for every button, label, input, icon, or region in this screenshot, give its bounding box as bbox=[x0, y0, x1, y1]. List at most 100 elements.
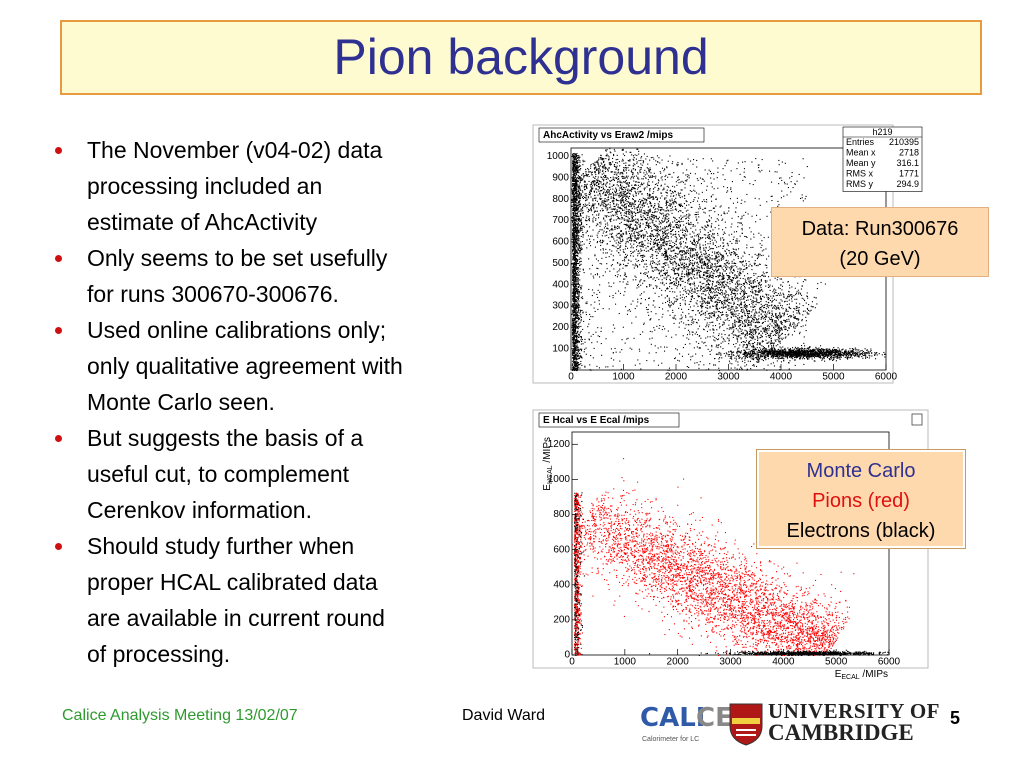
texture-dot bbox=[795, 318, 797, 320]
texture-dot bbox=[573, 264, 575, 266]
texture-dot bbox=[777, 305, 779, 307]
texture-dot bbox=[575, 279, 577, 281]
texture-dot bbox=[739, 292, 741, 294]
texture-dot bbox=[743, 298, 745, 300]
texture-dot bbox=[605, 205, 607, 207]
texture-dot bbox=[572, 288, 574, 290]
texture-dot bbox=[575, 167, 577, 169]
bullet-line: Used online calibrations only; bbox=[87, 317, 387, 343]
texture-dot bbox=[692, 200, 694, 202]
texture-dot bbox=[776, 306, 778, 308]
texture-dot bbox=[736, 275, 738, 277]
texture-dot bbox=[693, 240, 695, 242]
texture-dot bbox=[668, 210, 670, 212]
texture-dot bbox=[697, 200, 699, 202]
texture-dot bbox=[575, 240, 577, 242]
texture-dot bbox=[578, 196, 580, 198]
texture-dot bbox=[576, 356, 578, 358]
texture-dot bbox=[759, 344, 761, 346]
texture-dot bbox=[572, 250, 574, 252]
texture-dot bbox=[771, 347, 773, 349]
texture-dot bbox=[706, 269, 708, 271]
texture-dot bbox=[577, 295, 579, 297]
texture-dot bbox=[790, 316, 792, 318]
texture-dot bbox=[654, 215, 656, 217]
texture-dot bbox=[590, 208, 592, 210]
texture-dot bbox=[713, 291, 715, 293]
texture-dot bbox=[688, 223, 690, 225]
texture-dot bbox=[797, 319, 799, 321]
texture-dot bbox=[596, 169, 598, 171]
texture-dot bbox=[778, 341, 780, 343]
texture-dot bbox=[576, 223, 578, 225]
texture-dot bbox=[677, 298, 679, 300]
texture-dot bbox=[731, 281, 733, 283]
texture-dot bbox=[778, 331, 780, 333]
texture-dot bbox=[625, 243, 627, 245]
texture-dot bbox=[580, 287, 582, 289]
texture-dot bbox=[745, 305, 747, 307]
texture-dot bbox=[784, 300, 786, 302]
texture-dot bbox=[647, 225, 649, 227]
texture-dot bbox=[765, 272, 767, 274]
texture-dot bbox=[658, 278, 660, 280]
texture-dot bbox=[643, 249, 645, 251]
texture-dot bbox=[655, 249, 657, 251]
texture-dot bbox=[758, 312, 760, 314]
texture-dot bbox=[771, 320, 773, 322]
texture-dot bbox=[575, 286, 577, 288]
texture-dot bbox=[762, 322, 764, 324]
texture-dot bbox=[573, 254, 575, 256]
texture-dot bbox=[705, 275, 707, 277]
texture-dot bbox=[578, 159, 580, 161]
texture-dot bbox=[635, 175, 637, 177]
texture-dot bbox=[724, 232, 726, 234]
texture-dot bbox=[608, 207, 610, 209]
texture-dot bbox=[807, 297, 809, 299]
texture-dot bbox=[605, 158, 607, 160]
texture-dot bbox=[744, 296, 746, 298]
texture-dot bbox=[785, 321, 787, 323]
texture-dot bbox=[573, 241, 575, 243]
texture-dot bbox=[574, 197, 576, 199]
texture-dot bbox=[576, 207, 578, 209]
texture-dot bbox=[636, 246, 638, 248]
texture-dot bbox=[575, 178, 577, 180]
texture-dot bbox=[622, 205, 624, 207]
texture-dot bbox=[573, 359, 575, 361]
texture-dot bbox=[662, 242, 664, 244]
texture-dot bbox=[578, 300, 580, 302]
texture-dot bbox=[573, 357, 575, 359]
texture-dot bbox=[577, 366, 579, 368]
texture-dot bbox=[574, 196, 576, 198]
texture-dot bbox=[659, 246, 661, 248]
texture-dot bbox=[578, 252, 580, 254]
texture-dot bbox=[745, 268, 747, 270]
texture-dot bbox=[629, 223, 631, 225]
texture-dot bbox=[613, 155, 615, 157]
texture-dot bbox=[709, 350, 711, 352]
texture-dot bbox=[576, 195, 578, 197]
texture-dot bbox=[708, 279, 710, 281]
texture-dot bbox=[629, 203, 631, 205]
texture-dot bbox=[602, 210, 604, 212]
texture-dot bbox=[727, 314, 729, 316]
texture-dot bbox=[729, 252, 731, 254]
texture-dot bbox=[576, 181, 578, 183]
texture-dot bbox=[699, 295, 701, 297]
texture-dot bbox=[665, 197, 667, 199]
texture-dot bbox=[702, 264, 704, 266]
texture-dot bbox=[771, 312, 773, 314]
texture-dot bbox=[641, 219, 643, 221]
texture-dot bbox=[629, 237, 631, 239]
texture-dot bbox=[596, 160, 598, 162]
texture-dot bbox=[752, 281, 754, 283]
texture-dot bbox=[778, 332, 780, 334]
texture-dot bbox=[748, 341, 750, 343]
texture-dot bbox=[605, 192, 607, 194]
texture-dot bbox=[584, 338, 586, 340]
texture-dot bbox=[806, 292, 808, 294]
texture-dot bbox=[574, 248, 576, 250]
texture-dot bbox=[580, 363, 582, 365]
texture-dot bbox=[648, 170, 650, 172]
